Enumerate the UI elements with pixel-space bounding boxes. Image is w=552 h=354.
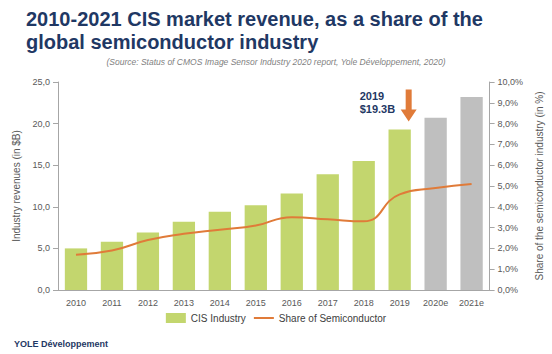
svg-text:2019: 2019 [360,90,384,102]
svg-text:7,0%: 7,0% [498,139,519,149]
svg-text:2012: 2012 [138,298,158,308]
svg-text:2013: 2013 [174,298,194,308]
svg-text:2021e: 2021e [459,298,484,308]
svg-text:2010-2021 CIS market revenue,: 2010-2021 CIS market revenue, as a share… [26,8,488,30]
svg-text:$19.3B: $19.3B [360,103,396,115]
svg-text:CIS Industry: CIS Industry [191,313,246,324]
svg-text:Share of Semiconductor: Share of Semiconductor [279,313,387,324]
svg-text:10,0%: 10,0% [498,77,524,87]
svg-text:5,0%: 5,0% [498,181,519,191]
svg-text:2011: 2011 [102,298,121,308]
svg-text:2010: 2010 [66,298,86,308]
svg-text:2014: 2014 [210,298,230,308]
svg-text:9,0%: 9,0% [498,98,519,108]
svg-text:20,0: 20,0 [32,119,50,129]
svg-text:global semiconductor industry: global semiconductor industry [26,31,319,53]
svg-text:(Source: Status of CMOS Image: (Source: Status of CMOS Image Sensor Ind… [106,57,445,67]
svg-text:10,0: 10,0 [32,202,50,212]
svg-text:2,0%: 2,0% [498,243,519,253]
svg-text:YOLE Développement: YOLE Développement [14,339,108,349]
svg-text:5,0: 5,0 [37,243,50,253]
svg-text:2015: 2015 [246,298,266,308]
svg-text:2016: 2016 [282,298,302,308]
svg-text:0,0%: 0,0% [498,285,519,295]
svg-text:4,0%: 4,0% [498,202,519,212]
svg-text:2018: 2018 [354,298,374,308]
svg-text:3,0%: 3,0% [498,223,519,233]
svg-text:Share of the semiconductor ind: Share of the semiconductor industry (in … [534,92,545,281]
svg-text:2020e: 2020e [423,298,448,308]
svg-text:2019: 2019 [390,298,410,308]
svg-text:15,0: 15,0 [32,160,50,170]
svg-text:Industry revenues (in $B): Industry revenues (in $B) [11,130,22,242]
svg-text:25,0: 25,0 [32,77,50,87]
svg-text:1,0%: 1,0% [498,264,519,274]
svg-text:0,0: 0,0 [37,285,50,295]
svg-text:2017: 2017 [318,298,338,308]
svg-text:6,0%: 6,0% [498,160,519,170]
svg-text:8,0%: 8,0% [498,119,519,129]
